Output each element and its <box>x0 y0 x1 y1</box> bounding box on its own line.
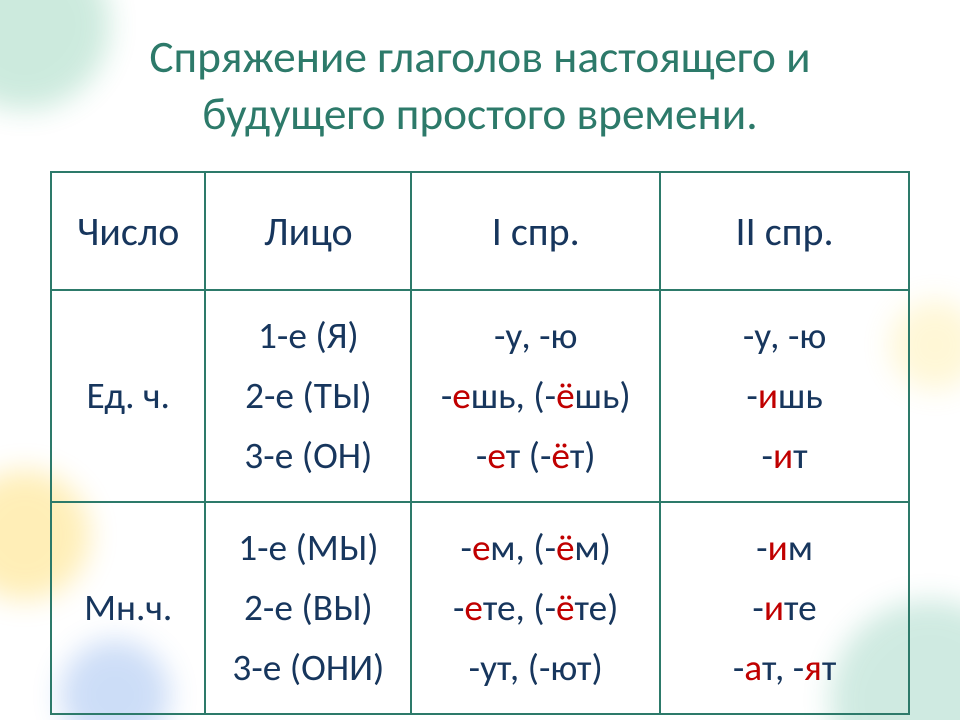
table-header-row: Число Лицо I спр. II спр. <box>51 172 909 290</box>
cell-face: 1-е (Я)2-е (ТЫ)3-е (ОН) <box>205 290 411 502</box>
cell-spr1: -ем, (-ём)-ете, (-ёте)-ут, (-ют) <box>411 502 660 714</box>
col-header-number: Число <box>51 172 205 290</box>
cell-face: 1-е (МЫ)2-е (ВЫ)3-е (ОНИ) <box>205 502 411 714</box>
col-header-face: Лицо <box>205 172 411 290</box>
slide-title: Спряжение глаголов настоящего и будущего… <box>50 30 910 143</box>
title-line-1: Спряжение глаголов настоящего и <box>149 30 810 85</box>
title-line-2: будущего простого времени. <box>202 87 757 142</box>
cell-spr2: -им-ите-ат, -ят <box>660 502 909 714</box>
cell-spr1: -у, -ю-ешь, (-ёшь)-ет (-ёт) <box>411 290 660 502</box>
table-body: Ед. ч.1-е (Я)2-е (ТЫ)3-е (ОН)-у, -ю-ешь,… <box>51 290 909 714</box>
cell-spr2: -у, -ю-ишь-ит <box>660 290 909 502</box>
conjugation-table: Число Лицо I спр. II спр. Ед. ч.1-е (Я)2… <box>50 171 910 715</box>
cell-number: Мн.ч. <box>51 502 205 714</box>
col-header-spr2: II спр. <box>660 172 909 290</box>
table-row: Мн.ч.1-е (МЫ)2-е (ВЫ)3-е (ОНИ)-ем, (-ём)… <box>51 502 909 714</box>
cell-number: Ед. ч. <box>51 290 205 502</box>
slide: Спряжение глаголов настоящего и будущего… <box>0 0 960 720</box>
col-header-spr1: I спр. <box>411 172 660 290</box>
table-row: Ед. ч.1-е (Я)2-е (ТЫ)3-е (ОН)-у, -ю-ешь,… <box>51 290 909 502</box>
